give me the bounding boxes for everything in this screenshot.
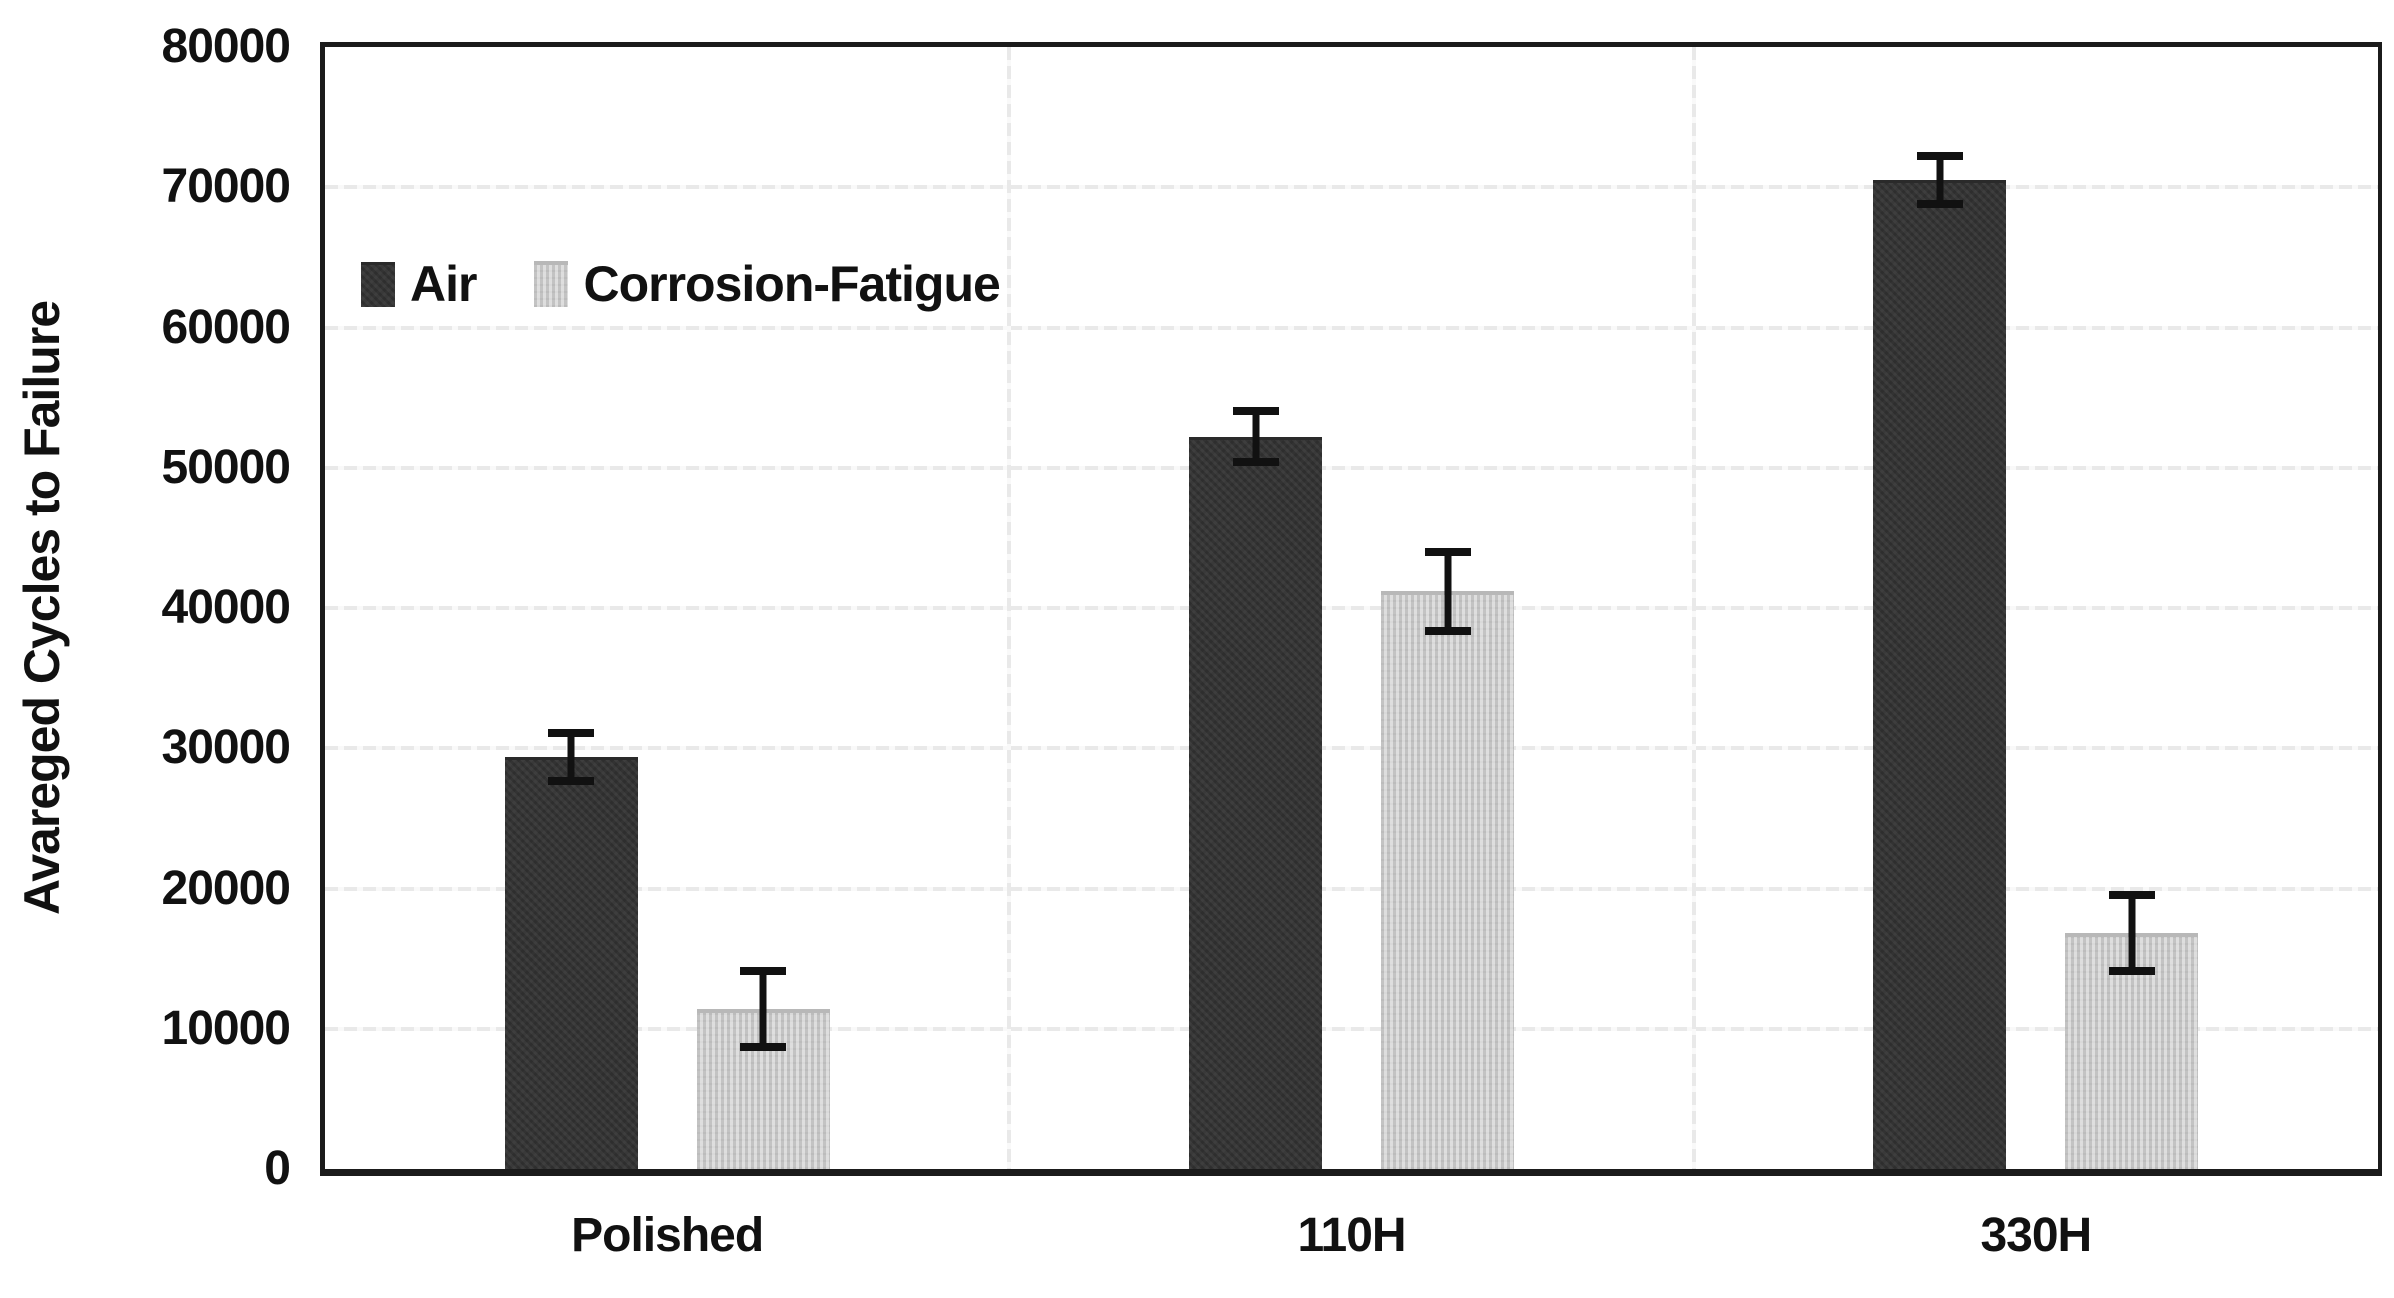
error-bar-stem [759, 967, 767, 1052]
error-bar-corrosion-fatigue-330h [2108, 891, 2155, 976]
legend-label-air: Air [410, 256, 477, 312]
ytick-label-70000: 70000 [161, 160, 291, 214]
legend-marker-corrosion-fatigue-icon [534, 261, 569, 307]
error-bar-cap-top [740, 967, 787, 976]
plot-inner: Air Corrosion-Fatigue [325, 47, 2378, 1169]
error-bar-air-polished [548, 728, 595, 785]
ytick-label-10000: 10000 [161, 1001, 291, 1055]
error-bar-cap-bottom [1232, 458, 1279, 467]
error-bar-air-110h [1232, 407, 1279, 467]
error-bar-cap-top [1232, 407, 1279, 416]
legend: Air Corrosion-Fatigue [361, 255, 1001, 313]
legend-marker-air-icon [361, 261, 395, 307]
bar-corrosion-fatigue-330h [2065, 933, 2199, 1169]
error-bar-air-330h [1916, 152, 1963, 209]
bar-air-110h [1189, 436, 1322, 1169]
gridline-h-20000 [325, 886, 2378, 891]
error-bar-cap-bottom [548, 776, 595, 785]
ytick-label-20000: 20000 [161, 861, 291, 915]
error-bar-cap-top [1916, 152, 1963, 161]
error-bar-corrosion-fatigue-110h [1424, 547, 1471, 635]
error-bar-cap-top [1424, 547, 1471, 556]
category-label-110h: 110H [1297, 1209, 1406, 1262]
gridline-v-2 [1691, 47, 1696, 1169]
gridline-h-10000 [325, 1026, 2378, 1031]
error-bar-stem [567, 728, 575, 785]
legend-item-air: Air [361, 255, 477, 313]
bar-corrosion-fatigue-110h [1381, 591, 1514, 1169]
ytick-label-80000: 80000 [161, 20, 291, 73]
gridline-v-1 [1007, 47, 1012, 1169]
gridline-h-70000 [325, 185, 2378, 190]
ytick-label-40000: 40000 [161, 581, 291, 634]
bar-air-330h [1873, 180, 2007, 1169]
error-bar-cap-top [548, 728, 595, 737]
error-bar-stem [1252, 407, 1259, 467]
error-bar-stem [1936, 152, 1944, 209]
legend-label-corrosion-fatigue: Corrosion-Fatigue [583, 256, 1000, 312]
gridline-h-30000 [325, 746, 2378, 751]
ytick-label-60000: 60000 [161, 300, 291, 354]
error-bar-stem [1444, 547, 1451, 635]
gridline-h-50000 [325, 465, 2378, 470]
gridline-h-60000 [325, 325, 2378, 330]
error-bar-corrosion-fatigue-polished [740, 967, 787, 1052]
gridline-h-40000 [325, 606, 2378, 610]
category-label-330h: 330H [1980, 1209, 2092, 1262]
error-bar-cap-bottom [1916, 200, 1963, 209]
error-bar-cap-bottom [740, 1043, 787, 1052]
plot-area: Air Corrosion-Fatigue [320, 42, 2382, 1176]
legend-item-corrosion-fatigue: Corrosion-Fatigue [534, 255, 1001, 313]
error-bar-cap-bottom [2108, 967, 2155, 976]
ytick-label-0: 0 [264, 1142, 291, 1195]
error-bar-stem [2128, 891, 2136, 976]
error-bar-cap-bottom [1424, 626, 1471, 635]
bar-air-polished [504, 756, 638, 1169]
ytick-label-30000: 30000 [161, 721, 291, 775]
category-label-polished: Polished [571, 1209, 764, 1262]
error-bar-cap-top [2108, 891, 2155, 900]
ytick-label-50000: 50000 [161, 440, 291, 494]
